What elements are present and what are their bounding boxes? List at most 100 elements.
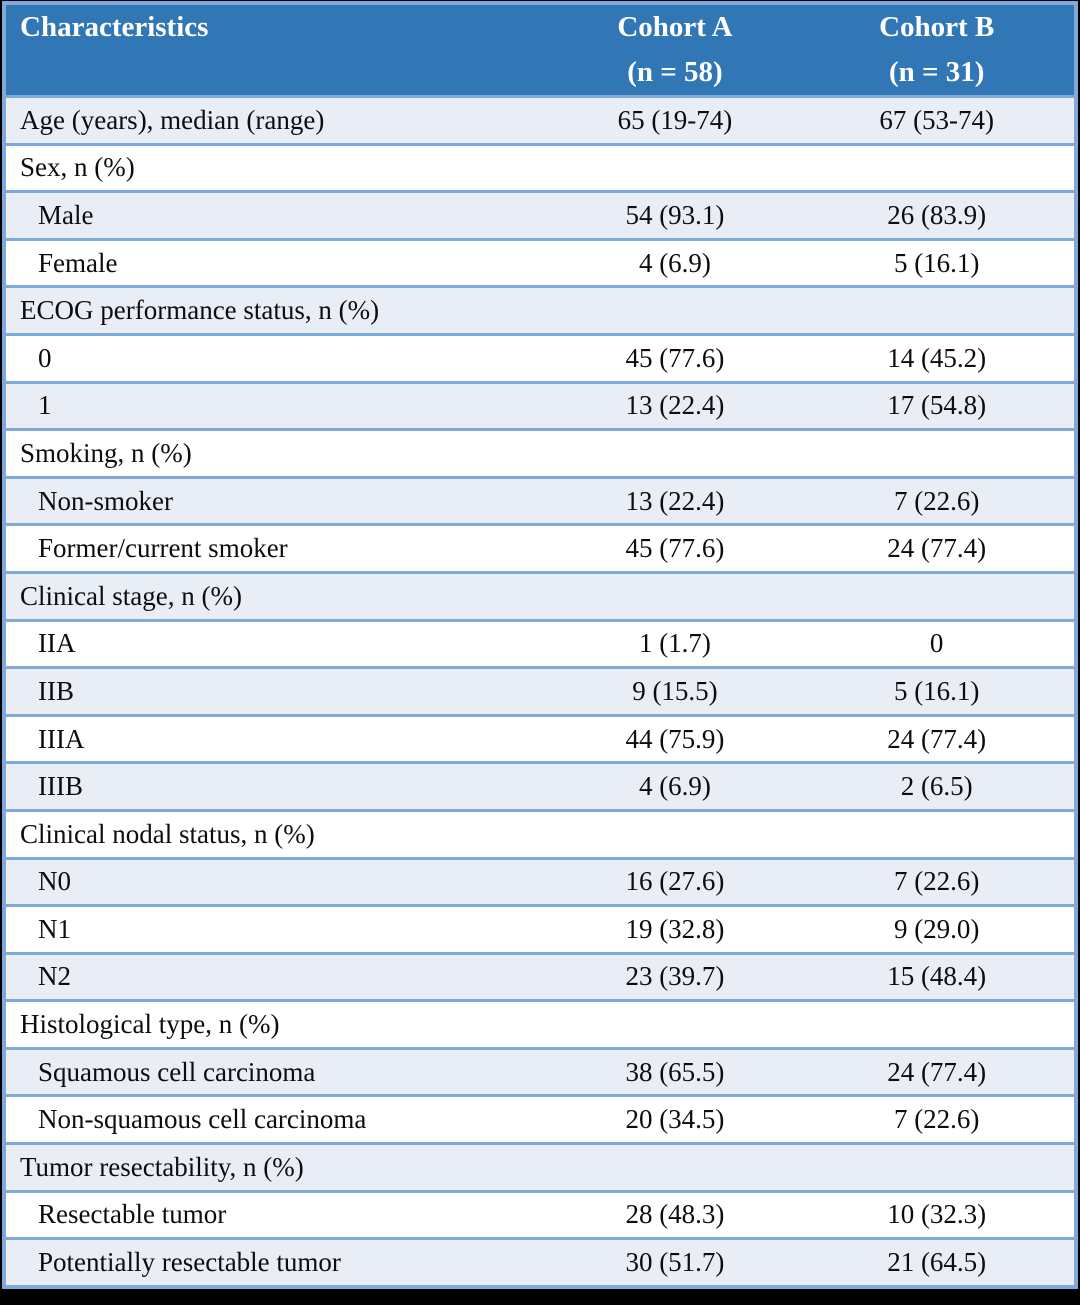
cohort-a-value: 9 (15.5) (550, 666, 800, 716)
cohort-a-value: 38 (65.5) (550, 1046, 800, 1096)
table-row: Potentially resectable tumor 30 (51.7) 2… (4, 1237, 1076, 1287)
row-label: N1 (4, 904, 551, 954)
header-cohort-a: Cohort A (n = 58) (550, 3, 800, 98)
cohort-a-value: 16 (27.6) (550, 856, 800, 906)
cohort-a-value: 20 (34.5) (550, 1094, 800, 1144)
cohort-b-value (799, 999, 1076, 1049)
row-label: IIB (4, 666, 551, 716)
cohort-b-value: 14 (45.2) (799, 332, 1076, 383)
cohort-a-value (550, 1142, 800, 1192)
table-row: IIIB 4 (6.9) 2 (6.5) (4, 761, 1076, 811)
cohort-a-value (550, 999, 800, 1049)
row-label: IIIB (4, 761, 551, 811)
table-row: ECOG performance status, n (%) (4, 285, 1076, 335)
cohort-a-title: Cohort A (617, 11, 733, 43)
table-row: Clinical stage, n (%) (4, 570, 1076, 621)
cohort-b-value: 7 (22.6) (799, 856, 1076, 906)
cohort-a-value (550, 808, 800, 858)
table-row: Age (years), median (range) 65 (19-74) 6… (4, 95, 1076, 145)
cohort-a-value: 4 (6.9) (550, 237, 800, 287)
row-label: Potentially resectable tumor (4, 1237, 551, 1287)
row-label: Age (years), median (range) (4, 95, 551, 145)
table-header: Characteristics Cohort A (n = 58) Cohort… (4, 3, 1076, 98)
cohort-a-value: 45 (77.6) (550, 332, 800, 383)
cohort-b-value: 15 (48.4) (799, 951, 1076, 1001)
row-label: Former/current smoker (4, 523, 551, 573)
cohort-a-value: 19 (32.8) (550, 904, 800, 954)
table-row: Non-squamous cell carcinoma 20 (34.5) 7 … (4, 1094, 1076, 1144)
cohort-b-value: 67 (53-74) (799, 95, 1076, 145)
table-row: Tumor resectability, n (%) (4, 1142, 1076, 1192)
cohort-a-value: 1 (1.7) (550, 618, 800, 668)
row-label: N2 (4, 951, 551, 1001)
cohort-b-value: 24 (77.4) (799, 1046, 1076, 1096)
table-row: IIB 9 (15.5) 5 (16.1) (4, 666, 1076, 716)
cohort-b-value: 2 (6.5) (799, 761, 1076, 811)
table-row: Clinical nodal status, n (%) (4, 808, 1076, 858)
cohort-a-value: 30 (51.7) (550, 1237, 800, 1287)
cohort-a-value: 13 (22.4) (550, 380, 800, 430)
cohort-a-value: 45 (77.6) (550, 523, 800, 573)
cohort-a-value: 13 (22.4) (550, 475, 800, 525)
table-row: Male 54 (93.1) 26 (83.9) (4, 190, 1076, 240)
cohort-a-value: 4 (6.9) (550, 761, 800, 811)
cohort-a-value (550, 428, 800, 478)
table-row: N0 16 (27.6) 7 (22.6) (4, 856, 1076, 906)
cohort-a-subtitle: (n = 58) (627, 56, 723, 88)
row-label: ECOG performance status, n (%) (4, 285, 551, 335)
cohort-b-value: 5 (16.1) (799, 666, 1076, 716)
row-label: 1 (4, 380, 551, 430)
cohort-b-value (799, 1142, 1076, 1192)
row-label: Histological type, n (%) (4, 999, 551, 1049)
header-row: Characteristics Cohort A (n = 58) Cohort… (4, 3, 1076, 98)
cohort-a-value: 23 (39.7) (550, 951, 800, 1001)
table-row: Sex, n (%) (4, 142, 1076, 192)
row-label: Clinical nodal status, n (%) (4, 808, 551, 858)
row-label: 0 (4, 332, 551, 383)
table-row: Female 4 (6.9) 5 (16.1) (4, 237, 1076, 287)
cohort-a-value: 28 (48.3) (550, 1189, 800, 1239)
cohort-a-value (550, 570, 800, 621)
cohort-b-value: 24 (77.4) (799, 523, 1076, 573)
cohort-a-value: 54 (93.1) (550, 190, 800, 240)
table-row: 1 13 (22.4) 17 (54.8) (4, 380, 1076, 430)
table-body: Age (years), median (range) 65 (19-74) 6… (4, 95, 1076, 1287)
cohort-b-value (799, 285, 1076, 335)
cohort-a-value (550, 142, 800, 192)
table-row: N2 23 (39.7) 15 (48.4) (4, 951, 1076, 1001)
row-label: Sex, n (%) (4, 142, 551, 192)
header-cohort-b: Cohort B (n = 31) (799, 3, 1076, 98)
table-row: Non-smoker 13 (22.4) 7 (22.6) (4, 475, 1076, 525)
table-row: N1 19 (32.8) 9 (29.0) (4, 904, 1076, 954)
cohort-b-value: 5 (16.1) (799, 237, 1076, 287)
row-label: Clinical stage, n (%) (4, 570, 551, 621)
cohort-a-value: 65 (19-74) (550, 95, 800, 145)
cohort-b-title: Cohort B (879, 11, 995, 43)
row-label: Squamous cell carcinoma (4, 1046, 551, 1096)
row-label: Resectable tumor (4, 1189, 551, 1239)
row-label: IIA (4, 618, 551, 668)
row-label: N0 (4, 856, 551, 906)
row-label: Tumor resectability, n (%) (4, 1142, 551, 1192)
cohort-a-value (550, 285, 800, 335)
cohort-b-subtitle: (n = 31) (888, 56, 985, 88)
header-characteristics: Characteristics (4, 3, 551, 98)
cohort-b-value (799, 142, 1076, 192)
cohort-b-value (799, 808, 1076, 858)
cohort-b-value (799, 570, 1076, 621)
cohort-b-value: 24 (77.4) (799, 713, 1076, 763)
cohort-b-value: 9 (29.0) (799, 904, 1076, 954)
table-row: Resectable tumor 28 (48.3) 10 (32.3) (4, 1189, 1076, 1239)
header-characteristics-label: Characteristics (20, 11, 209, 43)
cohort-b-value: 17 (54.8) (799, 380, 1076, 430)
table-row: Squamous cell carcinoma 38 (65.5) 24 (77… (4, 1046, 1076, 1096)
row-label: Smoking, n (%) (4, 428, 551, 478)
table-row: Former/current smoker 45 (77.6) 24 (77.4… (4, 523, 1076, 573)
cohort-b-value: 7 (22.6) (799, 475, 1076, 525)
row-label: Non-smoker (4, 475, 551, 525)
cohort-b-value: 26 (83.9) (799, 190, 1076, 240)
cohort-a-value: 44 (75.9) (550, 713, 800, 763)
cohort-b-value: 0 (799, 618, 1076, 668)
